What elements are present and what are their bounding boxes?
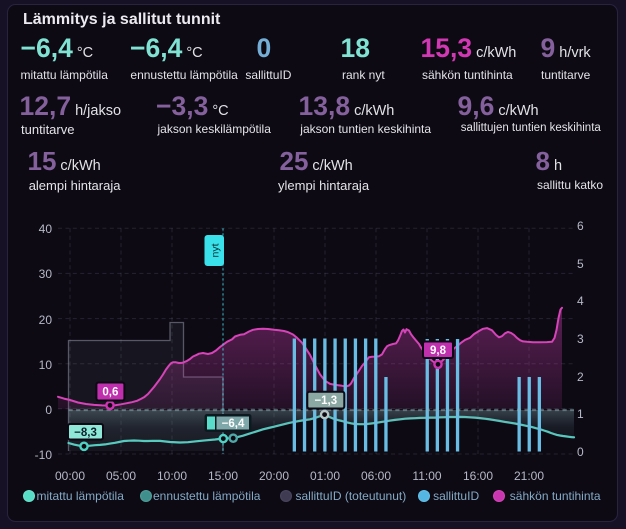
svg-text:0,6: 0,6 <box>102 387 118 399</box>
svg-text:−6,4: −6,4 <box>222 418 245 430</box>
svg-text:9,8: 9,8 <box>430 345 447 357</box>
svg-text:−1,3: −1,3 <box>314 395 337 407</box>
svg-text:−8,3: −8,3 <box>74 427 97 439</box>
svg-text:nyt: nyt <box>210 243 222 257</box>
